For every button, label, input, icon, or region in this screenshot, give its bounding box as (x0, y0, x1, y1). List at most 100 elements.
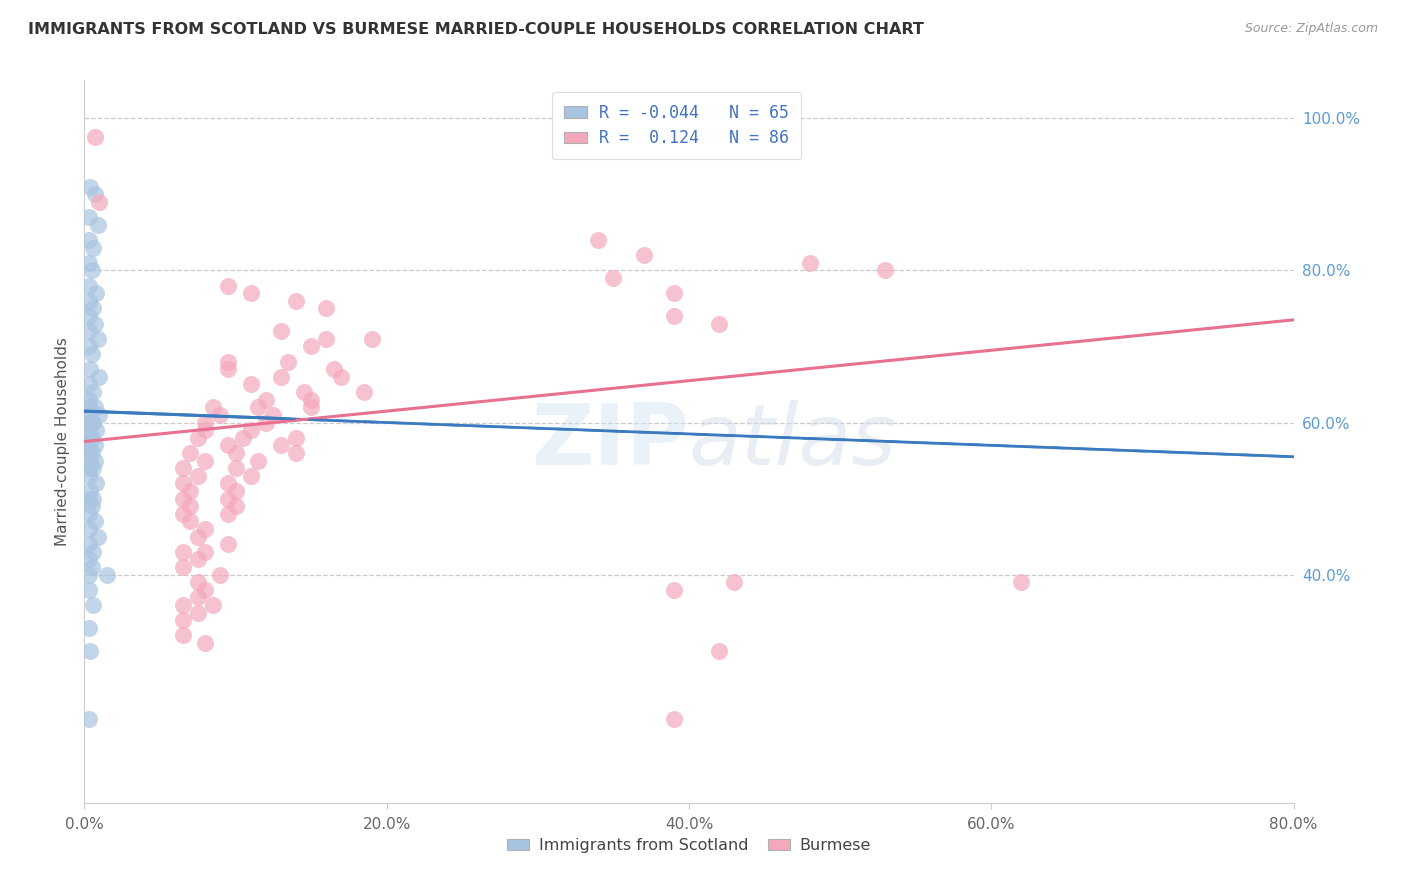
Point (270, 324, 292, 338)
Point (179, 499, 201, 513)
Point (353, 385, 375, 400)
Point (187, 468, 209, 483)
Point (80, 446, 103, 460)
Point (217, 491, 239, 506)
Point (77, 423, 100, 437)
Point (217, 362, 239, 376)
Point (86, 286, 108, 301)
Point (270, 438, 292, 452)
Point (239, 377, 262, 392)
Point (80, 499, 103, 513)
Point (77, 339, 100, 353)
Point (187, 530, 209, 544)
Point (179, 446, 201, 460)
Point (172, 613, 194, 627)
Point (239, 468, 262, 483)
Text: ZIP: ZIP (531, 400, 689, 483)
Point (254, 416, 277, 430)
Point (225, 499, 247, 513)
Point (77, 552, 100, 566)
Point (662, 309, 685, 323)
Point (82, 545, 104, 559)
Point (292, 385, 315, 400)
Point (194, 423, 217, 437)
Point (217, 476, 239, 491)
Point (84, 515, 107, 529)
Point (875, 263, 897, 277)
Point (86, 423, 108, 437)
Point (77, 461, 100, 475)
Point (179, 515, 201, 529)
Point (217, 438, 239, 452)
Point (602, 271, 624, 285)
Point (77, 401, 100, 415)
Point (77, 537, 100, 551)
Point (322, 362, 344, 376)
Point (89, 370, 111, 384)
Point (270, 370, 292, 384)
Point (315, 332, 337, 346)
Point (172, 628, 194, 642)
Point (187, 606, 209, 620)
Point (201, 598, 224, 612)
Point (84, 401, 107, 415)
Legend: Immigrants from Scotland, Burmese: Immigrants from Scotland, Burmese (501, 832, 877, 860)
Point (84, 187, 107, 202)
Point (172, 461, 194, 475)
Point (194, 582, 217, 597)
Point (225, 446, 247, 460)
Point (262, 408, 284, 422)
Point (82, 598, 104, 612)
Point (77, 491, 100, 506)
Point (77, 210, 100, 224)
Point (194, 636, 217, 650)
Point (187, 591, 209, 605)
Point (77, 507, 100, 521)
Point (172, 598, 194, 612)
Point (80, 263, 103, 277)
Point (79, 179, 101, 194)
Point (172, 507, 194, 521)
Point (299, 401, 322, 415)
Point (232, 431, 254, 445)
Point (172, 545, 194, 559)
Point (285, 446, 308, 460)
Point (77, 293, 100, 308)
Point (77, 567, 100, 582)
Point (209, 408, 232, 422)
Point (187, 431, 209, 445)
Point (77, 324, 100, 338)
Point (315, 301, 337, 316)
Point (299, 339, 322, 353)
Point (77, 522, 100, 536)
Point (79, 453, 101, 467)
Point (86, 476, 108, 491)
Point (82, 301, 104, 316)
Point (179, 483, 201, 498)
Y-axis label: Married-couple Households: Married-couple Households (55, 337, 70, 546)
Point (194, 545, 217, 559)
Point (89, 408, 111, 422)
Point (82, 416, 104, 430)
Point (87, 218, 110, 232)
Point (84, 317, 107, 331)
Point (79, 362, 101, 376)
Point (225, 483, 247, 498)
Point (77, 431, 100, 445)
Point (709, 317, 731, 331)
Point (82, 385, 104, 400)
Point (77, 377, 100, 392)
Point (285, 293, 308, 308)
Point (77, 438, 100, 452)
Point (633, 248, 655, 262)
Point (79, 643, 101, 657)
Point (79, 408, 101, 422)
Point (77, 446, 100, 460)
Point (662, 286, 685, 301)
Point (172, 491, 194, 506)
Point (77, 392, 100, 407)
Point (84, 453, 107, 467)
Point (247, 401, 270, 415)
Point (194, 522, 217, 536)
Point (285, 431, 308, 445)
